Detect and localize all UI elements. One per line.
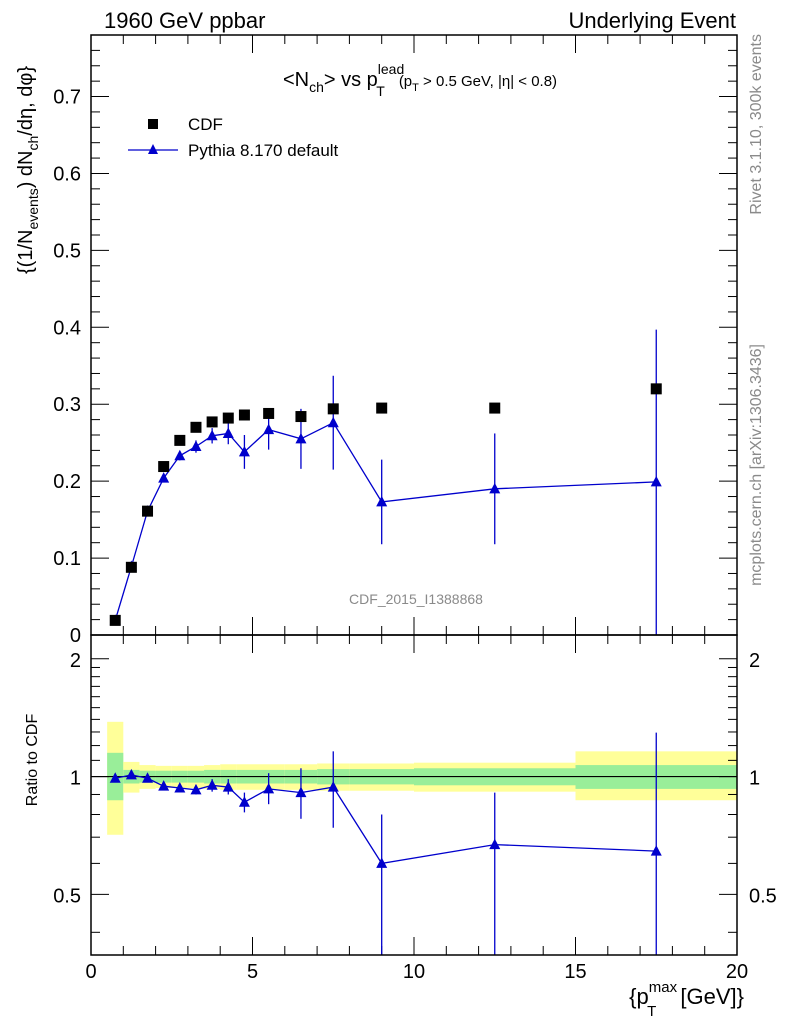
x-tick-label: 20 (726, 961, 748, 983)
legend: CDF Pythia 8.170 default (128, 115, 339, 160)
pythia-point (489, 482, 501, 494)
cdf-point (190, 421, 202, 433)
rivet-label: Rivet 3.1.10, 300k events (748, 34, 765, 215)
main-y-tick-label: 0.7 (53, 87, 81, 109)
cdf-point (650, 383, 662, 395)
main-y-tick-label: 0.4 (53, 317, 81, 339)
pythia-point (376, 495, 388, 507)
legend-pythia-marker (148, 144, 158, 154)
ratio-pythia-point (263, 782, 275, 794)
cdf-point (142, 505, 154, 517)
cdf-point (489, 402, 501, 414)
ratio-pythia-point (109, 772, 121, 783)
x-tick-label: 5 (247, 961, 258, 983)
ratio-y-tick-label: 0.5 (53, 885, 81, 907)
watermark: CDF_2015_I1388868 (349, 591, 483, 607)
header-left: 1960 GeV ppbar (104, 8, 265, 33)
mcplots-label: mcplots.cern.ch [arXiv:1306.3436] (748, 344, 765, 586)
ratio-bands (107, 721, 737, 835)
cdf-point (158, 461, 170, 473)
pythia-error-bars (114, 329, 657, 635)
ratio-pythia-point (142, 772, 154, 783)
main-y-label: {(1/Nevents) dNch/dη, dφ} (15, 66, 41, 274)
pythia-point (650, 475, 662, 487)
ratio-pythia-point (295, 786, 307, 798)
cdf-point (327, 403, 339, 415)
legend-pythia-label: Pythia 8.170 default (188, 141, 339, 160)
pythia-point (190, 440, 202, 452)
main-y-tick-label: 0.6 (53, 163, 81, 185)
main-y-tick-label: 0.5 (53, 240, 81, 262)
legend-cdf-marker (148, 119, 158, 129)
main-y-axis: 0 0.1 0.2 0.3 0.4 0.5 0.6 0.7 (53, 34, 737, 647)
ratio-y-tick-label: 1 (70, 768, 81, 790)
ratio-pythia-markers (109, 768, 662, 868)
ratio-pythia-point (190, 783, 202, 795)
cdf-point (222, 412, 234, 424)
main-y-tick-label: 0 (70, 625, 81, 647)
x-tick-label: 0 (85, 961, 96, 983)
ratio-panel: 0.5 0.5 1 1 2 2 0 5 10 15 20 Ratio to CDF {pmax T … (24, 634, 777, 1020)
pythia-point (206, 429, 218, 441)
main-y-tick-label: 0.2 (53, 471, 81, 493)
ratio-y-tick-label-right: 0.5 (749, 885, 777, 907)
x-axis-label: {pmax T [GeV]} (629, 979, 744, 1020)
x-tick-label: 15 (564, 961, 586, 983)
legend-cdf-label: CDF (188, 115, 223, 134)
ratio-pythia-point (222, 781, 234, 792)
ratio-pythia-point (158, 780, 170, 791)
ratio-y-axis: 0.5 0.5 1 1 2 2 (53, 650, 777, 933)
main-y-tick-label: 0.3 (53, 394, 81, 416)
pythia-point (158, 472, 170, 483)
cdf-point (174, 434, 186, 446)
ratio-x-axis: 0 5 10 15 20 (85, 635, 748, 983)
x-tick-label: 10 (403, 961, 425, 983)
ratio-frame (90, 634, 738, 956)
header-right: Underlying Event (568, 8, 736, 33)
ratio-y-tick-label: 2 (70, 650, 81, 672)
main-y-tick-label: 0.1 (53, 548, 81, 570)
ratio-pythia-point (650, 845, 662, 856)
ratio-y-tick-label-right: 2 (749, 650, 760, 672)
ratio-y-label: Ratio to CDF (24, 714, 41, 807)
cdf-point (238, 409, 250, 421)
ratio-pythia-point (489, 838, 501, 850)
pythia-point (238, 445, 250, 457)
pythia-point (327, 416, 339, 428)
ratio-pythia-point (125, 768, 137, 780)
cdf-point (109, 614, 121, 626)
cdf-point (295, 411, 307, 423)
ratio-pythia-point (327, 781, 339, 792)
pythia-point (174, 449, 186, 461)
cdf-point (125, 561, 137, 573)
pythia-point (263, 423, 275, 435)
pythia-point (222, 427, 234, 438)
ratio-y-tick-label-right: 1 (749, 768, 760, 790)
ratio-pythia-point (376, 857, 388, 868)
ratio-pythia-point (206, 779, 218, 790)
cdf-point (206, 416, 218, 428)
cdf-point (376, 402, 388, 414)
main-title: <Nch> vs plead T(pT > 0.5 GeV, |η| < 0.8) (283, 61, 557, 99)
pythia-point (295, 432, 307, 444)
cdf-markers (109, 383, 662, 626)
ratio-pythia-point (238, 796, 250, 807)
cdf-point (263, 407, 275, 419)
main-panel: <Nch> vs plead T(pT > 0.5 GeV, |η| < 0.8)… (15, 34, 738, 647)
ratio-pythia-point (174, 781, 186, 793)
